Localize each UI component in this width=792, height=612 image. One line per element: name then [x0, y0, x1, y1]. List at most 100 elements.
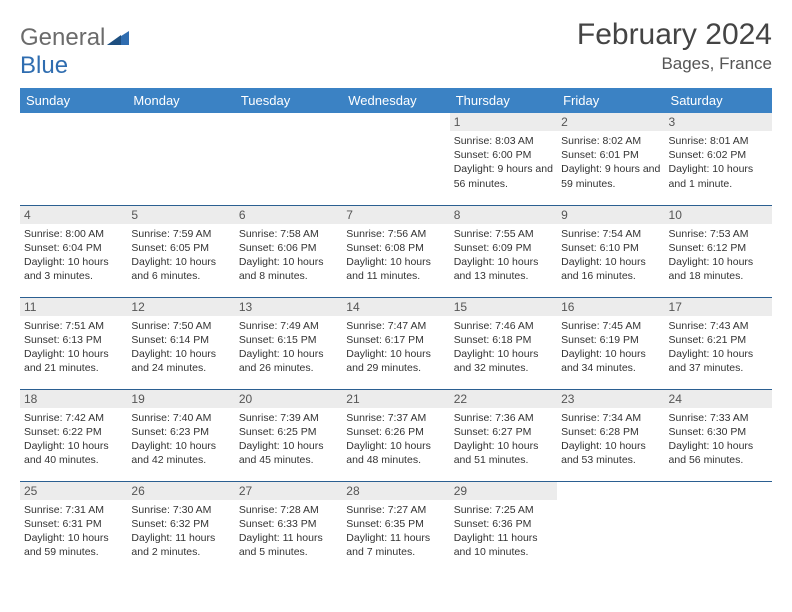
day-details: Sunrise: 7:39 AMSunset: 6:25 PMDaylight:… — [239, 411, 338, 468]
daylight-text: Daylight: 10 hours and 26 minutes. — [239, 347, 338, 375]
day-details: Sunrise: 7:47 AMSunset: 6:17 PMDaylight:… — [346, 319, 445, 376]
day-details: Sunrise: 8:01 AMSunset: 6:02 PMDaylight:… — [669, 134, 768, 191]
sunset-text: Sunset: 6:33 PM — [239, 517, 338, 531]
calendar-cell — [665, 481, 772, 573]
day-header: Saturday — [665, 88, 772, 113]
day-number: 17 — [665, 298, 772, 316]
day-number: 13 — [235, 298, 342, 316]
calendar-cell: 5 Sunrise: 7:59 AMSunset: 6:05 PMDaylight… — [127, 205, 234, 297]
calendar-cell: 22 Sunrise: 7:36 AMSunset: 6:27 PMDayligh… — [450, 389, 557, 481]
calendar-cell — [342, 113, 449, 205]
calendar-cell: 15Sunrise: 7:46 AMSunset: 6:18 PMDayligh… — [450, 297, 557, 389]
sunset-text: Sunset: 6:09 PM — [454, 241, 553, 255]
sunset-text: Sunset: 6:30 PM — [669, 425, 768, 439]
daylight-text: Daylight: 10 hours and 13 minutes. — [454, 255, 553, 283]
day-details: Sunrise: 7:30 AMSunset: 6:32 PMDaylight:… — [131, 503, 230, 560]
day-details: Sunrise: 7:54 AMSunset: 6:10 PMDaylight:… — [561, 227, 660, 284]
sunrise-text: Sunrise: 7:37 AM — [346, 411, 445, 425]
day-details: Sunrise: 7:34 AMSunset: 6:28 PMDaylight:… — [561, 411, 660, 468]
day-details: Sunrise: 7:56 AMSunset: 6:08 PMDaylight:… — [346, 227, 445, 284]
daylight-text: Daylight: 10 hours and 40 minutes. — [24, 439, 123, 467]
sunrise-text: Sunrise: 8:01 AM — [669, 134, 768, 148]
sunset-text: Sunset: 6:04 PM — [24, 241, 123, 255]
sunset-text: Sunset: 6:19 PM — [561, 333, 660, 347]
calendar-cell: 13 Sunrise: 7:49 AMSunset: 6:15 PMDayligh… — [235, 297, 342, 389]
calendar-week-row: 1Sunrise: 8:03 AMSunset: 6:00 PMDaylight… — [20, 113, 772, 205]
day-number: 5 — [127, 206, 234, 224]
sunset-text: Sunset: 6:26 PM — [346, 425, 445, 439]
day-number: 15 — [450, 298, 557, 316]
sunrise-text: Sunrise: 7:25 AM — [454, 503, 553, 517]
calendar-cell: 28Sunrise: 7:27 AMSunset: 6:35 PMDayligh… — [342, 481, 449, 573]
day-details: Sunrise: 8:00 AMSunset: 6:04 PMDaylight:… — [24, 227, 123, 284]
calendar-cell: 17Sunrise: 7:43 AMSunset: 6:21 PMDayligh… — [665, 297, 772, 389]
day-header: Sunday — [20, 88, 127, 113]
sunrise-text: Sunrise: 8:03 AM — [454, 134, 553, 148]
daylight-text: Daylight: 11 hours and 2 minutes. — [131, 531, 230, 559]
day-details: Sunrise: 7:53 AMSunset: 6:12 PMDaylight:… — [669, 227, 768, 284]
sunrise-text: Sunrise: 7:51 AM — [24, 319, 123, 333]
day-details: Sunrise: 7:59 AMSunset: 6:05 PMDaylight:… — [131, 227, 230, 284]
sunrise-text: Sunrise: 7:50 AM — [131, 319, 230, 333]
day-number: 2 — [557, 113, 664, 131]
calendar-cell: 2Sunrise: 8:02 AMSunset: 6:01 PMDaylight… — [557, 113, 664, 205]
calendar-cell: 1Sunrise: 8:03 AMSunset: 6:00 PMDaylight… — [450, 113, 557, 205]
day-details: Sunrise: 7:37 AMSunset: 6:26 PMDaylight:… — [346, 411, 445, 468]
sunrise-text: Sunrise: 7:42 AM — [24, 411, 123, 425]
location-label: Bages, France — [577, 54, 772, 74]
day-header: Friday — [557, 88, 664, 113]
sunrise-text: Sunrise: 7:36 AM — [454, 411, 553, 425]
sunset-text: Sunset: 6:05 PM — [131, 241, 230, 255]
day-details: Sunrise: 7:42 AMSunset: 6:22 PMDaylight:… — [24, 411, 123, 468]
sunset-text: Sunset: 6:01 PM — [561, 148, 660, 162]
calendar-header-row: Sunday Monday Tuesday Wednesday Thursday… — [20, 88, 772, 113]
day-number: 23 — [557, 390, 664, 408]
sunset-text: Sunset: 6:15 PM — [239, 333, 338, 347]
day-details: Sunrise: 7:45 AMSunset: 6:19 PMDaylight:… — [561, 319, 660, 376]
day-number: 14 — [342, 298, 449, 316]
brand-text-blue: Blue — [20, 52, 68, 79]
sunrise-text: Sunrise: 7:46 AM — [454, 319, 553, 333]
daylight-text: Daylight: 10 hours and 6 minutes. — [131, 255, 230, 283]
daylight-text: Daylight: 10 hours and 11 minutes. — [346, 255, 445, 283]
sunrise-text: Sunrise: 8:00 AM — [24, 227, 123, 241]
daylight-text: Daylight: 10 hours and 51 minutes. — [454, 439, 553, 467]
brand-text: GeneralBlue — [20, 24, 129, 80]
sunset-text: Sunset: 6:25 PM — [239, 425, 338, 439]
sunset-text: Sunset: 6:31 PM — [24, 517, 123, 531]
day-number: 10 — [665, 206, 772, 224]
daylight-text: Daylight: 11 hours and 10 minutes. — [454, 531, 553, 559]
brand-text-gray: General — [20, 24, 105, 51]
sunrise-text: Sunrise: 7:49 AM — [239, 319, 338, 333]
sunset-text: Sunset: 6:28 PM — [561, 425, 660, 439]
daylight-text: Daylight: 11 hours and 7 minutes. — [346, 531, 445, 559]
daylight-text: Daylight: 10 hours and 45 minutes. — [239, 439, 338, 467]
day-number: 22 — [450, 390, 557, 408]
day-number: 26 — [127, 482, 234, 500]
day-number: 12 — [127, 298, 234, 316]
calendar-cell: 9 Sunrise: 7:54 AMSunset: 6:10 PMDaylight… — [557, 205, 664, 297]
day-number: 1 — [450, 113, 557, 131]
sunset-text: Sunset: 6:14 PM — [131, 333, 230, 347]
calendar-cell: 4Sunrise: 8:00 AMSunset: 6:04 PMDaylight… — [20, 205, 127, 297]
day-number: 9 — [557, 206, 664, 224]
day-number: 6 — [235, 206, 342, 224]
day-number: 19 — [127, 390, 234, 408]
sunset-text: Sunset: 6:13 PM — [24, 333, 123, 347]
day-details: Sunrise: 7:50 AMSunset: 6:14 PMDaylight:… — [131, 319, 230, 376]
day-number: 18 — [20, 390, 127, 408]
daylight-text: Daylight: 11 hours and 5 minutes. — [239, 531, 338, 559]
calendar-week-row: 18 Sunrise: 7:42 AMSunset: 6:22 PMDayligh… — [20, 389, 772, 481]
sunrise-text: Sunrise: 7:31 AM — [24, 503, 123, 517]
daylight-text: Daylight: 10 hours and 34 minutes. — [561, 347, 660, 375]
calendar-cell: 24Sunrise: 7:33 AMSunset: 6:30 PMDayligh… — [665, 389, 772, 481]
sunset-text: Sunset: 6:18 PM — [454, 333, 553, 347]
sunset-text: Sunset: 6:27 PM — [454, 425, 553, 439]
day-header: Tuesday — [235, 88, 342, 113]
calendar-cell: 29Sunrise: 7:25 AMSunset: 6:36 PMDayligh… — [450, 481, 557, 573]
sunrise-text: Sunrise: 7:45 AM — [561, 319, 660, 333]
calendar-cell: 21Sunrise: 7:37 AMSunset: 6:26 PMDayligh… — [342, 389, 449, 481]
sunrise-text: Sunrise: 8:02 AM — [561, 134, 660, 148]
sunrise-text: Sunrise: 7:53 AM — [669, 227, 768, 241]
day-number: 8 — [450, 206, 557, 224]
